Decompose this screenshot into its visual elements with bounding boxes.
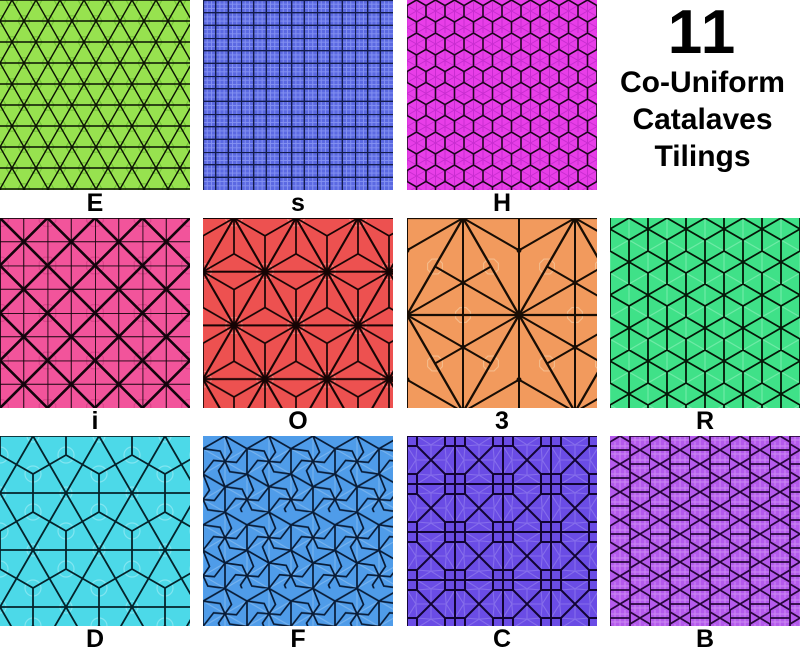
tiling-kisrhombille-image (407, 218, 597, 408)
tile-label: E (86, 189, 104, 217)
tile-prismatic: B (610, 436, 800, 653)
title-line-3: Tilings (654, 140, 751, 173)
tiling-rhombille-image (610, 218, 800, 408)
tiling-square-image (203, 0, 393, 190)
title-line-2: Catalaves (632, 103, 773, 136)
tiling-tetrakis-image (0, 218, 190, 408)
tiling-triakis-image (203, 218, 393, 408)
tiling-hexagonal-image (407, 0, 597, 190)
title-line-1: Co-Uniform (620, 66, 785, 99)
tile-label: C (492, 625, 512, 653)
tiling-cairo-image (407, 436, 597, 626)
tile-cairo: C (407, 436, 597, 653)
tile-label: D (85, 625, 105, 653)
tiling-floret-image (203, 436, 393, 626)
tile-deltoidal: D (0, 436, 190, 653)
tile-rhombille: R (610, 218, 800, 435)
tile-triangular: E (0, 0, 190, 217)
tile-label: O (288, 407, 308, 435)
tile-tetrakis-square: i (0, 218, 190, 435)
title-count: 11 (667, 0, 738, 67)
tile-triakis-triangular: O (203, 218, 393, 435)
tile-label: i (91, 407, 99, 435)
tile-square: s (203, 0, 393, 217)
tile-label: R (695, 407, 715, 435)
tile-floret: F (203, 436, 393, 653)
tile-label: H (492, 189, 512, 217)
tiling-triangular-image (0, 0, 190, 190)
tile-label: 3 (495, 407, 509, 435)
tile-label: B (695, 625, 715, 653)
tiling-prismatic-image (610, 436, 800, 626)
tile-kisrhombille: 3 (407, 218, 597, 435)
tile-label: s (291, 189, 305, 217)
tile-hexagonal: H (407, 0, 597, 217)
figure-title: 11 Co-Uniform Catalaves Tilings (605, 0, 800, 190)
tiling-deltoidal-image (0, 436, 190, 626)
tile-label: F (290, 625, 306, 653)
